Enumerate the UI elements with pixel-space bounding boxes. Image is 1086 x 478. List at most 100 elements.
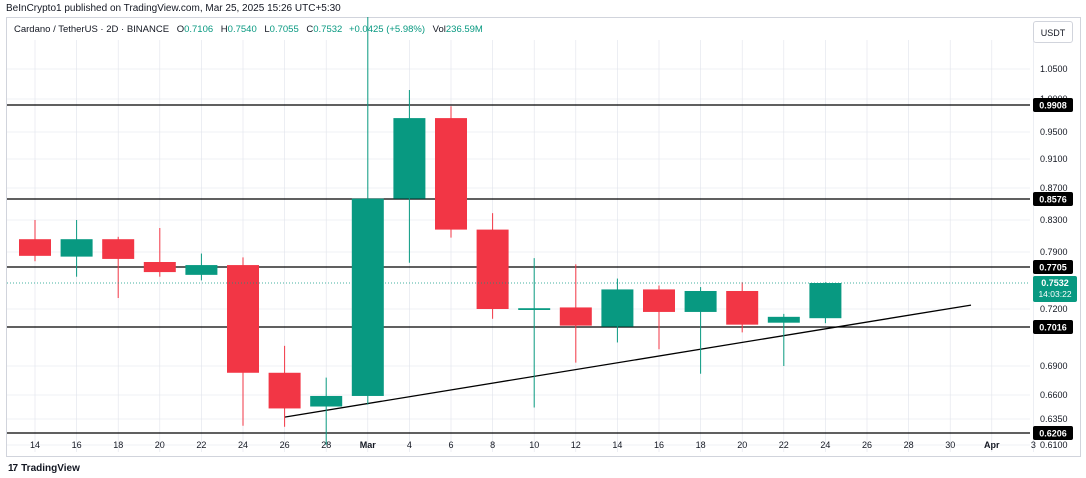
candle-body	[684, 290, 717, 312]
candle-body	[726, 290, 759, 325]
y-tick-label: 0.7900	[1040, 247, 1068, 257]
x-tick-label: Mar	[360, 440, 377, 450]
bullish-candle	[351, 17, 384, 405]
volume-value: 236.59M	[445, 24, 483, 35]
candle-body	[185, 265, 218, 275]
x-tick-label: 6	[448, 440, 453, 450]
candle-body	[310, 395, 343, 407]
bearish-candle	[268, 345, 301, 427]
y-tick-label: 0.8300	[1040, 215, 1068, 225]
close-label: C	[306, 24, 314, 35]
last-price-label: 0.7532	[1041, 278, 1069, 288]
tradingview-footer[interactable]: 17 TradingView	[8, 463, 80, 474]
level-price-tag	[1033, 320, 1073, 334]
y-tick-label: 0.7200	[1040, 304, 1068, 314]
change-value: +0.0425 (+5.98%)	[348, 24, 426, 35]
bullish-candle	[393, 90, 426, 263]
level-price-label: 0.6206	[1039, 429, 1067, 439]
bearish-candle	[227, 257, 259, 426]
bullish-candle	[60, 220, 93, 277]
tradingview-brand: TradingView	[21, 463, 80, 474]
symbol-title: Cardano / TetherUS · 2D · BINANCE	[14, 24, 170, 35]
x-tick-label: 3	[1031, 440, 1036, 450]
y-tick-label: 0.8700	[1040, 183, 1068, 193]
candle-body	[809, 283, 842, 319]
bearish-candle	[476, 213, 509, 319]
level-price-tag	[1033, 192, 1073, 206]
y-tick-label: 1.0500	[1040, 64, 1068, 74]
bearish-candle	[102, 236, 135, 299]
bullish-candle	[767, 313, 800, 366]
candle-body	[227, 265, 259, 373]
bullish-candle	[601, 278, 634, 343]
candle-body	[559, 307, 592, 326]
y-tick-label: 0.6350	[1040, 414, 1068, 424]
x-tick-label: 24	[238, 440, 248, 450]
low-label: L	[264, 24, 270, 35]
bullish-candle	[809, 282, 842, 324]
level-price-tag	[1033, 260, 1073, 274]
x-tick-label: 30	[945, 440, 955, 450]
ascending-trendline	[284, 304, 972, 418]
bullish-candle	[310, 377, 343, 445]
x-tick-label: 24	[820, 440, 830, 450]
x-tick-label: 8	[490, 440, 495, 450]
candle-body	[476, 229, 509, 309]
candle-body	[518, 308, 551, 310]
x-tick-label: 28	[321, 440, 331, 450]
bearish-candle	[435, 106, 467, 238]
x-tick-label: 28	[904, 440, 914, 450]
bullish-candle	[684, 287, 717, 374]
level-price-label: 0.8576	[1039, 195, 1067, 205]
x-tick-label: Apr	[984, 440, 1000, 450]
x-tick-label: 4	[407, 440, 412, 450]
close-value: 0.7532	[313, 24, 343, 35]
x-tick-label: 14	[612, 440, 622, 450]
symbol-legend: Cardano / TetherUS · 2D · BINANCE O0.710…	[14, 24, 483, 35]
candle-body	[435, 118, 467, 230]
x-tick-label: 26	[862, 440, 872, 450]
x-tick-label: 22	[196, 440, 206, 450]
y-tick-label: 0.6100	[1040, 440, 1068, 450]
x-tick-label: 12	[571, 440, 581, 450]
candle-body	[767, 316, 800, 323]
candle-body	[143, 262, 176, 273]
high-value: 0.7540	[227, 24, 257, 35]
level-price-label: 0.9908	[1039, 101, 1067, 111]
x-tick-label: 20	[737, 440, 747, 450]
bearish-candle	[643, 285, 675, 350]
x-tick-label: 14	[30, 440, 40, 450]
level-price-label: 0.7705	[1039, 263, 1067, 273]
x-tick-label: 18	[696, 440, 706, 450]
candle-body	[268, 372, 301, 409]
candle-body	[351, 198, 384, 396]
bullish-candle	[518, 258, 551, 408]
last-price-tag	[1033, 276, 1077, 302]
y-tick-label: 0.6900	[1040, 361, 1068, 371]
x-tick-label: 20	[155, 440, 165, 450]
bearish-candle	[19, 220, 51, 262]
low-value: 0.7055	[269, 24, 299, 35]
x-tick-label: 26	[280, 440, 290, 450]
y-tick-label: 0.9500	[1040, 127, 1068, 137]
candle-body	[643, 289, 675, 312]
bearish-candle	[143, 228, 176, 277]
candle-body	[102, 239, 135, 259]
candle-body	[60, 239, 93, 257]
y-tick-label: 0.6600	[1040, 390, 1068, 400]
y-tick-label: 0.9100	[1040, 154, 1068, 164]
open-label: O	[176, 24, 185, 35]
bearish-candle	[559, 264, 592, 363]
tradingview-logo-icon: 17	[8, 463, 18, 474]
level-price-tag	[1033, 426, 1073, 440]
open-value: 0.7106	[184, 24, 214, 35]
published-by-text: BeInCrypto1 published on TradingView.com…	[6, 3, 341, 14]
level-price-tag	[1033, 98, 1073, 112]
volume-label: Vol	[432, 24, 446, 35]
candle-body	[601, 289, 634, 327]
candle-body	[19, 239, 51, 256]
currency-selector-button[interactable]: USDT	[1033, 21, 1073, 43]
candle-body	[393, 118, 426, 199]
chart-frame	[6, 17, 1081, 457]
